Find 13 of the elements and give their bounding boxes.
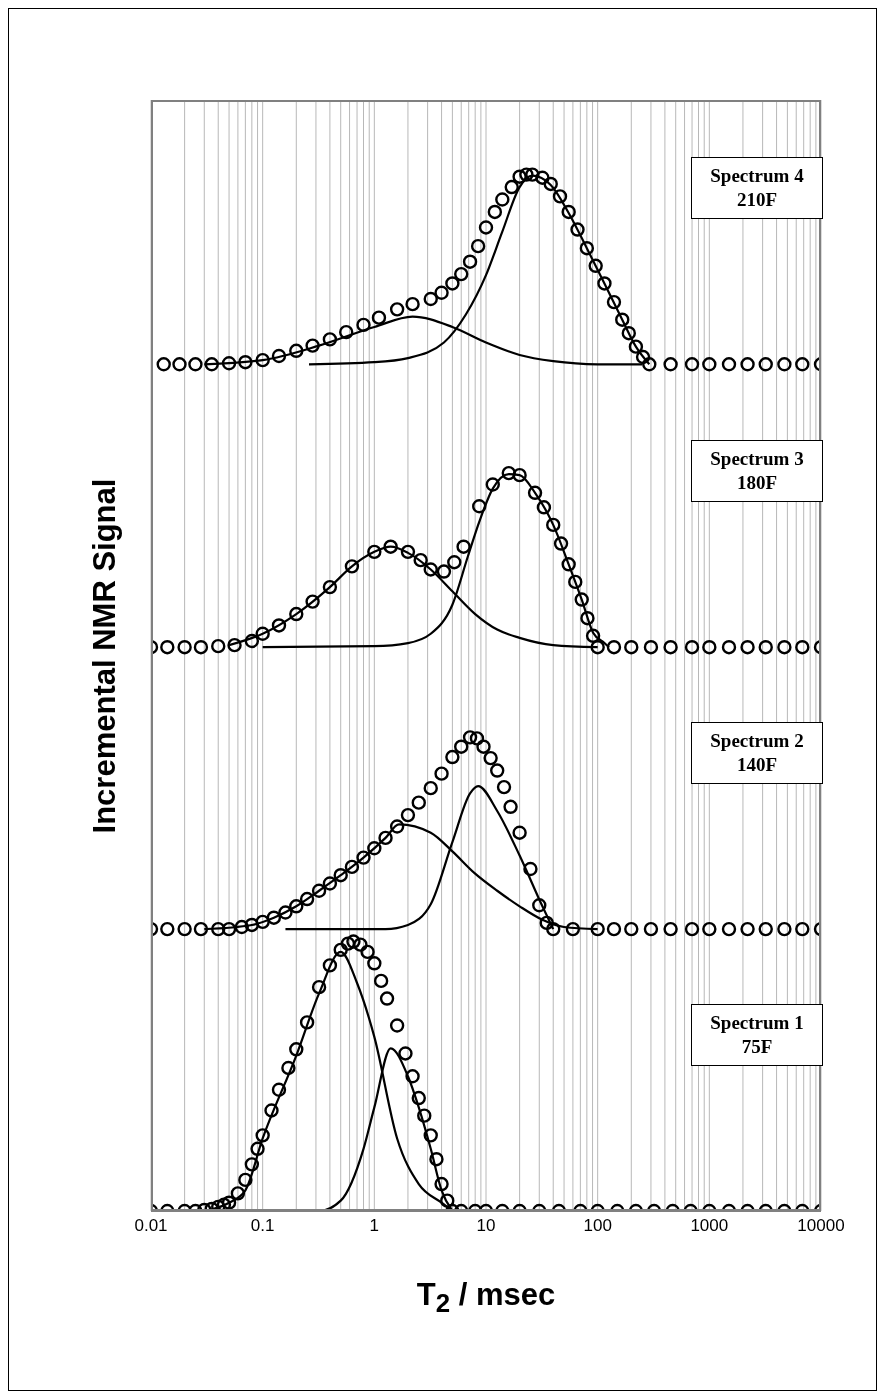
x-tick-label: 0.01 (134, 1216, 168, 1236)
annotation: Spectrum 1 75F (709, 1010, 805, 1059)
x-tick-label: 0.1 (250, 1216, 275, 1236)
annotation: Spectrum 2 140F (709, 728, 805, 777)
y-axis-title: Incremental NMR Signal (86, 477, 123, 835)
annotation: Spectrum 3 180F (709, 447, 805, 495)
x-tick-label: 10000 (797, 1216, 845, 1236)
x-tick-label: 1 (369, 1216, 380, 1236)
x-tick-label: 1000 (690, 1216, 729, 1236)
annotation: Spectrum 4 210F (709, 164, 805, 213)
x-tick-label: 100 (583, 1216, 612, 1236)
x-tick-label: 10 (476, 1216, 496, 1236)
x-axis-title: T$_{2}$ / msec (415, 1277, 557, 1319)
